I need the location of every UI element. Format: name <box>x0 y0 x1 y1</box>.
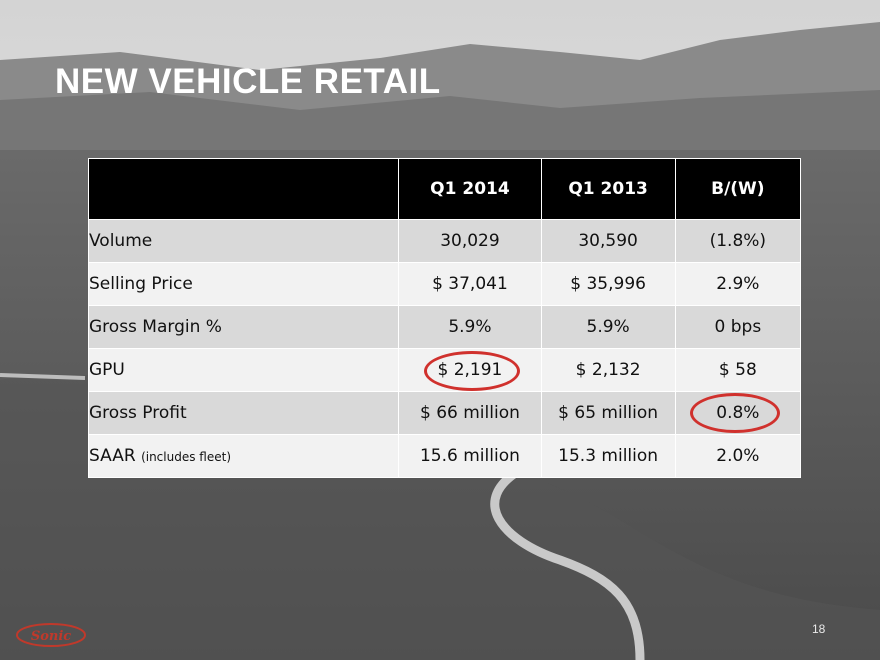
table-row: Gross Margin % 5.9% 5.9% 0 bps <box>87 305 802 349</box>
row-label: Volume <box>87 219 400 263</box>
cell-q1-2014: $ 37,041 <box>398 262 542 306</box>
logo-text: Sonic <box>31 629 71 644</box>
table-row: Volume 30,029 30,590 (1.8%) <box>87 219 802 263</box>
row-label-note: (includes fleet) <box>141 450 231 464</box>
metrics-table: Q1 2014 Q1 2013 B/(W) Volume 30,029 30,5… <box>87 158 802 478</box>
header-cell-blank <box>87 158 400 220</box>
cell-q1-2013: $ 2,132 <box>540 348 676 392</box>
cell-bw: (1.8%) <box>674 219 802 263</box>
cell-q1-2014: 30,029 <box>398 219 542 263</box>
company-logo: Sonic <box>16 623 86 647</box>
row-label: GPU <box>87 348 400 392</box>
table-row: Selling Price $ 37,041 $ 35,996 2.9% <box>87 262 802 306</box>
highlight-circle-gross-profit <box>690 393 780 433</box>
cell-bw: 0 bps <box>674 305 802 349</box>
table-row: SAAR (includes fleet) 15.6 million 15.3 … <box>87 434 802 478</box>
cell-q1-2014: $ 66 million <box>398 391 542 435</box>
highlight-circle-gpu <box>424 351 520 391</box>
cell-q1-2013: $ 65 million <box>540 391 676 435</box>
header-cell-q1-2013: Q1 2013 <box>540 158 676 220</box>
header-cell-bw: B/(W) <box>674 158 802 220</box>
cell-bw: 2.0% <box>674 434 802 478</box>
row-label: Gross Margin % <box>87 305 400 349</box>
row-label: Gross Profit <box>87 391 400 435</box>
cell-q1-2013: $ 35,996 <box>540 262 676 306</box>
cell-q1-2013: 15.3 million <box>540 434 676 478</box>
page-number: 18 <box>812 622 826 636</box>
row-label: SAAR <box>89 446 136 466</box>
cell-q1-2014: 5.9% <box>398 305 542 349</box>
page-title: NEW VEHICLE RETAIL <box>55 62 441 101</box>
cell-q1-2013: 30,590 <box>540 219 676 263</box>
table-header-row: Q1 2014 Q1 2013 B/(W) <box>87 158 802 220</box>
row-label: Selling Price <box>87 262 400 306</box>
cell-bw: 2.9% <box>674 262 802 306</box>
cell-q1-2014: 15.6 million <box>398 434 542 478</box>
row-label-cell: SAAR (includes fleet) <box>87 434 400 478</box>
cell-q1-2013: 5.9% <box>540 305 676 349</box>
header-cell-q1-2014: Q1 2014 <box>398 158 542 220</box>
cell-bw: $ 58 <box>674 348 802 392</box>
